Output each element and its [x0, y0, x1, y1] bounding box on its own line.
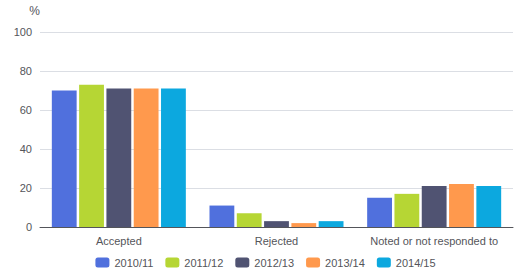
svg-text:Accepted: Accepted: [96, 235, 142, 247]
svg-text:0: 0: [26, 221, 32, 233]
svg-text:2014/15: 2014/15: [396, 257, 436, 269]
svg-text:100: 100: [14, 26, 32, 38]
svg-text:2012/13: 2012/13: [254, 257, 294, 269]
svg-text:40: 40: [20, 143, 32, 155]
svg-text:2011/12: 2011/12: [184, 257, 223, 269]
svg-text:20: 20: [20, 182, 32, 194]
svg-text:60: 60: [20, 104, 32, 116]
svg-text:2013/14: 2013/14: [325, 257, 365, 269]
svg-text:2010/11: 2010/11: [114, 257, 153, 269]
svg-text:Noted or not responded to: Noted or not responded to: [370, 235, 498, 247]
svg-text:%: %: [29, 4, 40, 18]
svg-text:80: 80: [20, 65, 32, 77]
svg-text:Rejected: Rejected: [255, 235, 298, 247]
